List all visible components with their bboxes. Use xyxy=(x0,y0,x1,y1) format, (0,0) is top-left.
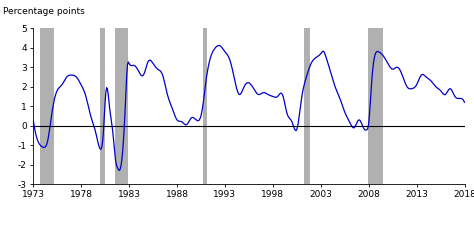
Bar xyxy=(304,28,310,184)
Bar xyxy=(202,28,207,184)
Legend: NBER recession, Term spread: NBER recession, Term spread xyxy=(157,232,341,236)
Bar xyxy=(115,28,128,184)
Bar xyxy=(40,28,54,184)
Bar xyxy=(368,28,383,184)
Text: Percentage points: Percentage points xyxy=(3,7,85,16)
Bar xyxy=(100,28,105,184)
